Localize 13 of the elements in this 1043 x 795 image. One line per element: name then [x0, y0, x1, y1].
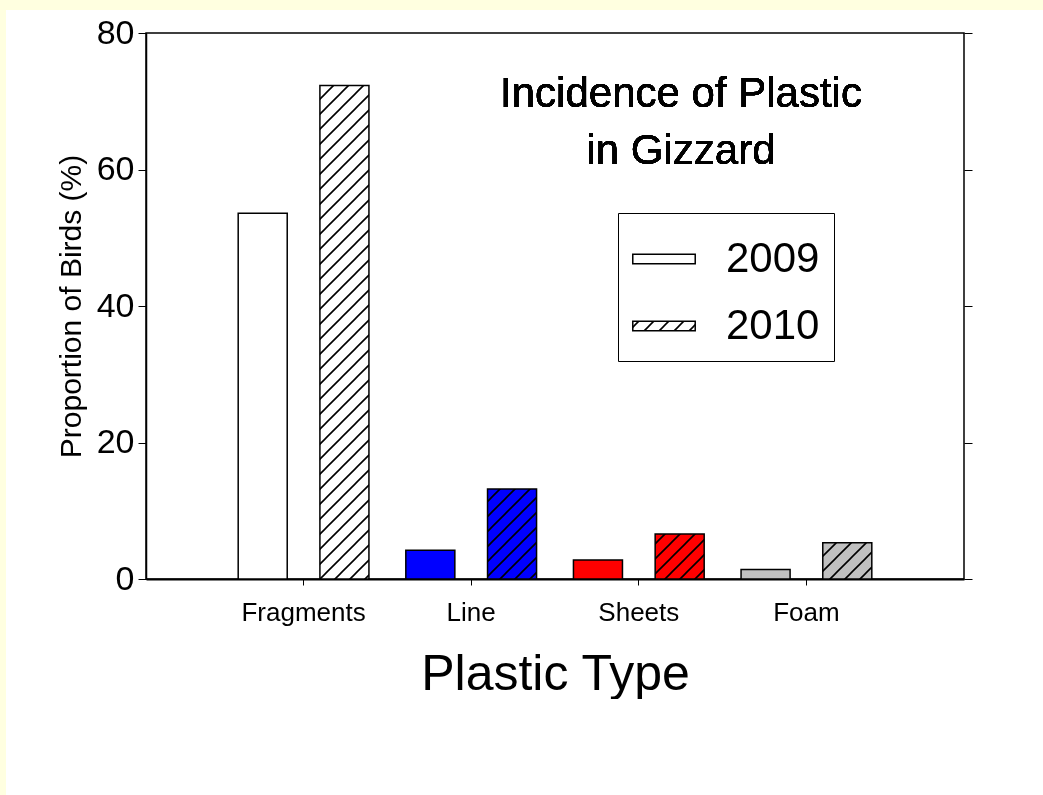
x-tick-label: Sheets [598, 596, 680, 627]
legend-label: 2010 [726, 301, 820, 348]
y-tick-label: 80 [96, 12, 135, 51]
x-tick-label: Foam [773, 596, 840, 627]
x-tick-label: Fragments [241, 596, 366, 627]
y-tick-label: 20 [96, 422, 135, 460]
text: Incidence of Plastic in Gizzard [500, 69, 862, 173]
legend-label: 2009 [726, 234, 820, 281]
y-tick-label: 60 [96, 149, 135, 187]
x-tick-label: Line [446, 596, 496, 627]
y-tick-label: 0 [115, 558, 135, 597]
y-axis-title: Proportion of Birds (%) [53, 154, 87, 459]
y-tick-label: 40 [96, 285, 135, 324]
